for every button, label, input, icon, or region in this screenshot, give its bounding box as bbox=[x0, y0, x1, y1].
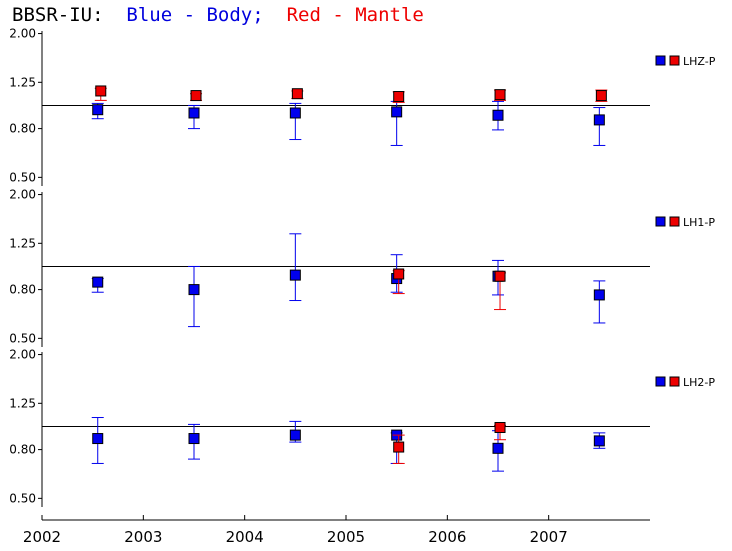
body-point bbox=[593, 114, 605, 126]
mantle-point bbox=[190, 90, 202, 102]
y-tick-label: 2.00 bbox=[9, 348, 36, 362]
x-tick-label: 2002 bbox=[23, 528, 61, 546]
body-point bbox=[188, 107, 200, 119]
legend-body-swatch bbox=[655, 55, 666, 66]
legend-label: LHZ-P bbox=[683, 55, 716, 68]
mantle-point bbox=[393, 91, 405, 103]
mantle-point bbox=[393, 268, 405, 280]
body-point bbox=[391, 106, 403, 118]
legend-body-swatch bbox=[655, 216, 666, 227]
title-blue-label: Blue - Body; bbox=[126, 4, 264, 26]
x-tick-label: 2005 bbox=[327, 528, 365, 546]
legend-mantle-swatch bbox=[669, 216, 680, 227]
legend-label: LH2-P bbox=[683, 376, 715, 389]
body-point bbox=[289, 429, 301, 441]
y-tick-label: 2.00 bbox=[9, 188, 36, 202]
y-tick-label: 0.80 bbox=[9, 443, 36, 457]
mantle-point bbox=[595, 90, 607, 102]
y-tick-label: 0.50 bbox=[9, 491, 36, 505]
body-point bbox=[289, 107, 301, 119]
legend-mantle-swatch bbox=[669, 55, 680, 66]
x-tick-label: 2003 bbox=[124, 528, 162, 546]
legend-mantle-swatch bbox=[669, 376, 680, 387]
mantle-point bbox=[494, 270, 506, 282]
body-point bbox=[188, 284, 200, 296]
body-point bbox=[188, 433, 200, 445]
y-tick-label: 2.00 bbox=[9, 27, 36, 41]
y-tick-label: 1.25 bbox=[9, 75, 36, 89]
x-tick-label: 2006 bbox=[428, 528, 466, 546]
title-red-label: Red - Mantle bbox=[286, 4, 424, 26]
body-point bbox=[593, 435, 605, 447]
body-point bbox=[92, 104, 104, 116]
mantle-point bbox=[494, 421, 506, 433]
y-tick-label: 1.25 bbox=[9, 396, 36, 410]
title-station: BBSR-IU: bbox=[12, 4, 104, 26]
body-point bbox=[92, 433, 104, 445]
mantle-point bbox=[494, 89, 506, 101]
y-tick-label: 0.50 bbox=[9, 170, 36, 184]
y-tick-label: 0.50 bbox=[9, 331, 36, 345]
body-point bbox=[492, 109, 504, 121]
chart-title: BBSR-IU: Blue - Body; Red - Mantle bbox=[12, 4, 424, 26]
y-tick-label: 0.80 bbox=[9, 122, 36, 136]
y-tick-label: 0.80 bbox=[9, 283, 36, 297]
mantle-point bbox=[393, 441, 405, 453]
legend-body-swatch bbox=[655, 376, 666, 387]
mantle-point bbox=[95, 85, 107, 97]
body-point bbox=[289, 269, 301, 281]
mantle-point bbox=[291, 88, 303, 100]
body-point bbox=[92, 276, 104, 288]
x-tick-label: 2004 bbox=[226, 528, 264, 546]
body-point bbox=[492, 442, 504, 454]
legend-label: LH1-P bbox=[683, 216, 715, 229]
x-tick-label: 2007 bbox=[530, 528, 568, 546]
y-tick-label: 1.25 bbox=[9, 236, 36, 250]
body-point bbox=[593, 289, 605, 301]
